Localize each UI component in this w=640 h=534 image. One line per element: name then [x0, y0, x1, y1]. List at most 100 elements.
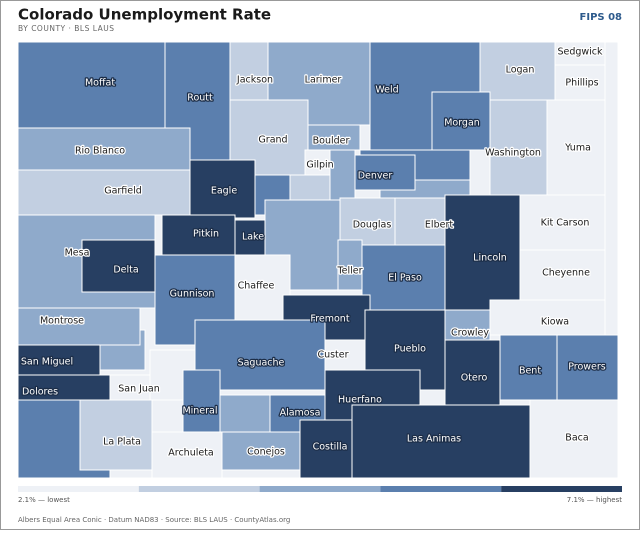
- county-label: Washington: [485, 148, 541, 159]
- map: [17, 41, 619, 479]
- county: [499, 334, 558, 401]
- county: [554, 64, 606, 101]
- county-label: Gunnison: [170, 289, 215, 300]
- county: [489, 299, 606, 336]
- county-label: Lincoln: [473, 253, 507, 264]
- footer: Albers Equal Area Conic · Datum NAD83 · …: [18, 516, 290, 524]
- county-label: Grand: [258, 135, 287, 146]
- county: [109, 374, 151, 401]
- legend-high: 7.1% — highest: [567, 496, 622, 504]
- county-label: Logan: [506, 65, 535, 76]
- legend-swatch: [18, 486, 139, 492]
- county-label: Routt: [187, 93, 213, 104]
- county: [289, 174, 331, 201]
- county: [229, 41, 269, 101]
- legend: [18, 486, 622, 492]
- county-label: Crowley: [451, 328, 489, 339]
- county-label: Pueblo: [394, 344, 426, 355]
- legend-swatch: [501, 486, 622, 492]
- county-label: Mineral: [182, 406, 217, 417]
- county-label: Elbert: [425, 220, 453, 231]
- county: [299, 419, 353, 479]
- county: [444, 339, 501, 406]
- county: [351, 404, 531, 479]
- county-label: Custer: [317, 350, 348, 361]
- county: [17, 169, 191, 216]
- county-label: Jackson: [236, 75, 273, 86]
- county-label: Cheyenne: [542, 268, 590, 279]
- county-label: La Plata: [103, 437, 141, 448]
- county-label: Prowers: [568, 362, 606, 373]
- county-label: Chaffee: [238, 281, 275, 292]
- county: [519, 194, 606, 251]
- county-label: Gilpin: [306, 160, 333, 171]
- county-label: Douglas: [353, 220, 392, 231]
- county-label: Bent: [519, 366, 541, 377]
- county-label: Sedgwick: [557, 47, 603, 58]
- county-label: El Paso: [388, 273, 422, 284]
- labels: Moffat Routt Jackson Larimer Weld Logan Sedgwi…: [20, 45, 607, 460]
- legend-low: 2.1% — lowest: [18, 496, 70, 504]
- county-label: Kit Carson: [541, 218, 590, 229]
- county: [304, 149, 331, 176]
- county: [529, 399, 619, 479]
- county-label: Saguache: [238, 358, 285, 369]
- county: [479, 41, 556, 101]
- county-label: Las Animas: [407, 434, 461, 445]
- county-label: Boulder: [313, 136, 350, 147]
- county-label: Dolores: [22, 387, 58, 398]
- county: [17, 127, 191, 171]
- county-label: Pitkin: [193, 229, 219, 240]
- legend-swatch: [380, 486, 502, 492]
- county-label: Fremont: [310, 314, 349, 325]
- county-label: San Juan: [118, 384, 160, 395]
- county: [337, 239, 363, 291]
- county-label: Garfield: [104, 186, 142, 197]
- county-label: Conejos: [247, 447, 285, 458]
- subtitle: BY COUNTY · BLS LAUS: [18, 24, 114, 33]
- legend-swatch: [259, 486, 381, 492]
- county: [361, 244, 446, 311]
- county: [161, 214, 236, 256]
- county-label: Eagle: [211, 186, 237, 197]
- county: [182, 369, 221, 433]
- title: Colorado Unemployment Rate: [18, 6, 271, 24]
- county: [17, 374, 111, 401]
- county-label: Rio Blanco: [75, 146, 125, 157]
- county: [234, 254, 291, 321]
- county: [17, 307, 141, 346]
- fips-code: FIPS 08: [580, 12, 623, 23]
- county-label: Baca: [565, 433, 588, 444]
- county: [556, 334, 619, 401]
- county-label: Teller: [336, 266, 362, 277]
- county: [219, 394, 271, 433]
- county-label: Larimer: [305, 75, 342, 86]
- county: [17, 41, 166, 129]
- county: [79, 399, 153, 471]
- county: [546, 99, 606, 196]
- legend-swatch: [138, 486, 260, 492]
- county-label: Lake: [242, 232, 264, 243]
- county-label: San Miguel: [21, 357, 73, 368]
- county-label: Morgan: [444, 118, 480, 129]
- county-label: Yuma: [564, 143, 591, 154]
- county-label: Costilla: [313, 442, 348, 453]
- county: [17, 344, 101, 376]
- county-label: Phillips: [565, 78, 598, 89]
- county-label: Archuleta: [168, 448, 214, 459]
- county: [307, 124, 361, 151]
- county-label: Delta: [113, 265, 138, 276]
- county-label: Mesa: [65, 248, 90, 259]
- county: [234, 219, 266, 256]
- county-label: Moffat: [85, 78, 115, 89]
- county-label: Kiowa: [541, 317, 569, 328]
- county: [189, 159, 256, 219]
- county-label: Alamosa: [280, 408, 321, 419]
- county-label: Huerfano: [338, 395, 382, 406]
- county-label: Denver: [358, 171, 393, 182]
- county-label: Montrose: [40, 316, 84, 327]
- county-label: Weld: [375, 85, 398, 96]
- county: [519, 249, 606, 301]
- county-label: Otero: [461, 373, 488, 384]
